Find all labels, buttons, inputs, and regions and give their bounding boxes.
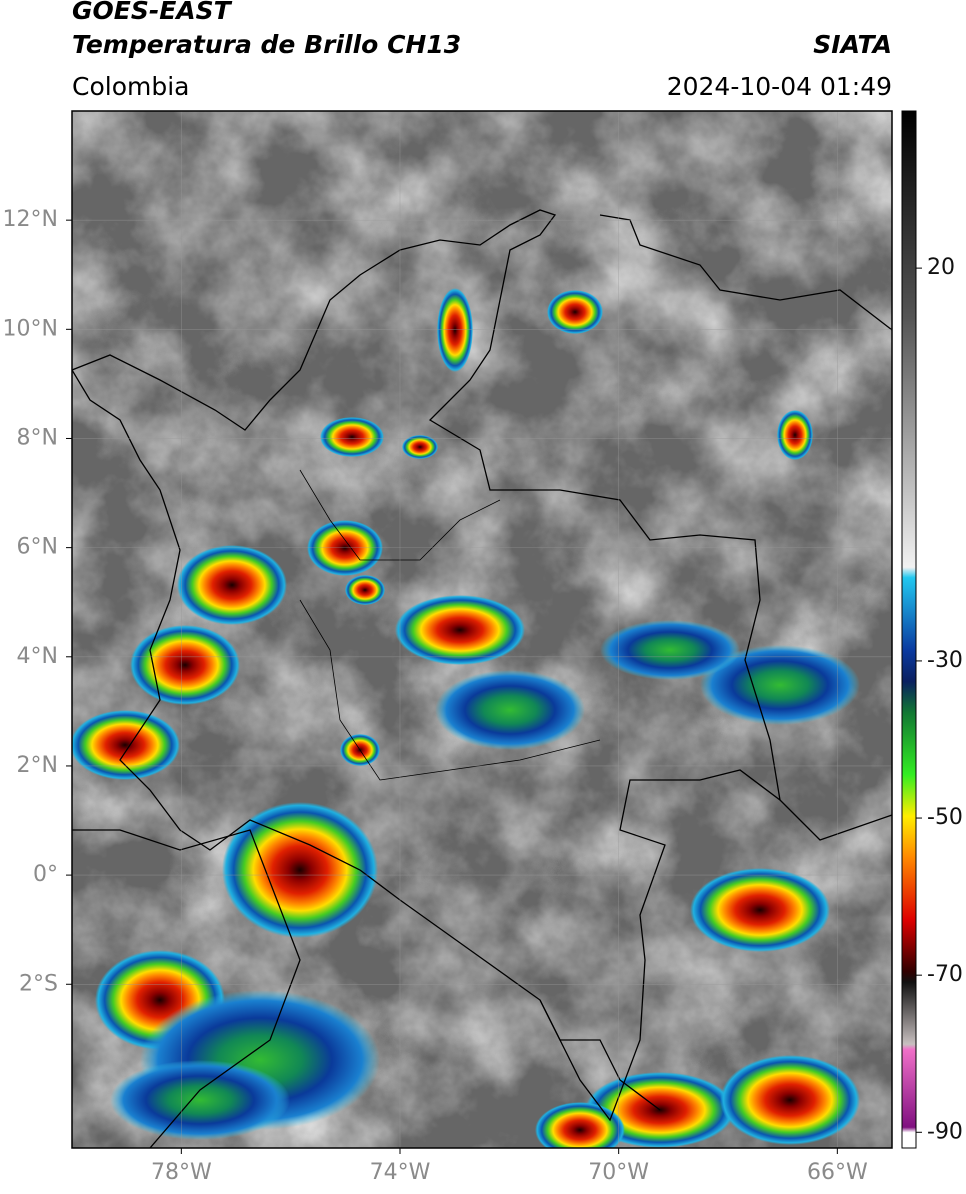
storm-cell	[437, 288, 473, 372]
storm-cell	[222, 802, 378, 938]
region: Colombia	[72, 72, 189, 101]
cold-cloud	[110, 1060, 290, 1140]
y-tick-label: 8°N	[17, 425, 58, 450]
colorbar-tick-label: 20	[927, 255, 955, 280]
storm-cell	[72, 710, 180, 780]
map-frame	[71, 110, 893, 1149]
storm-cell	[690, 868, 830, 952]
colorbar-tick-label: -90	[927, 1119, 963, 1144]
cold-cloud	[600, 620, 740, 680]
y-tick-label: 0°	[33, 862, 58, 887]
subtitle: Temperatura de Brillo CH13	[72, 30, 461, 59]
x-tick-label: 70°W	[588, 1160, 649, 1185]
x-tick-label: 66°W	[807, 1160, 868, 1185]
satellite-image	[72, 111, 892, 1148]
storm-cell	[395, 595, 525, 665]
colorbar-ticks: 20 -30 -50 -70 -90	[916, 255, 963, 1144]
storm-cell	[720, 1055, 860, 1145]
department-border	[299, 469, 601, 781]
storm-cell	[177, 545, 287, 625]
x-tick-label: 74°W	[370, 1160, 431, 1185]
colorbar	[901, 110, 917, 1149]
colorbar-tick-label: -70	[927, 962, 963, 987]
source: SIATA	[813, 30, 892, 59]
storm-cell	[320, 417, 384, 457]
storm-cell	[777, 410, 813, 460]
colorbar-tick-label: -50	[927, 805, 963, 830]
graticule	[72, 111, 892, 1148]
y-tick-label: 10°N	[3, 316, 58, 341]
storm-cell	[402, 435, 438, 459]
x-tick-label: 78°W	[151, 1160, 212, 1185]
storm-cell	[307, 520, 383, 576]
country-border	[72, 209, 781, 1122]
y-tick-label: 2°N	[17, 753, 58, 778]
storm-cell	[345, 575, 385, 605]
storm-cell	[535, 1102, 625, 1148]
colorbar-tick-label: -30	[927, 648, 963, 673]
storm-cell	[130, 625, 240, 705]
title: GOES-EAST	[72, 0, 233, 25]
cold-cloud	[700, 645, 860, 725]
y-tick-label: 12°N	[3, 207, 58, 232]
country-border	[72, 829, 301, 1148]
storm-cell	[547, 290, 603, 334]
coastline	[599, 214, 892, 331]
cold-cloud	[435, 670, 585, 750]
timestamp: 2024-10-04 01:49	[667, 72, 892, 101]
country-border	[539, 799, 892, 1111]
borders	[72, 209, 892, 1148]
y-tick-label: 2°S	[19, 971, 58, 996]
y-tick-label: 6°N	[17, 535, 58, 560]
y-tick-label: 4°N	[17, 644, 58, 669]
convective-cells	[72, 288, 860, 1148]
